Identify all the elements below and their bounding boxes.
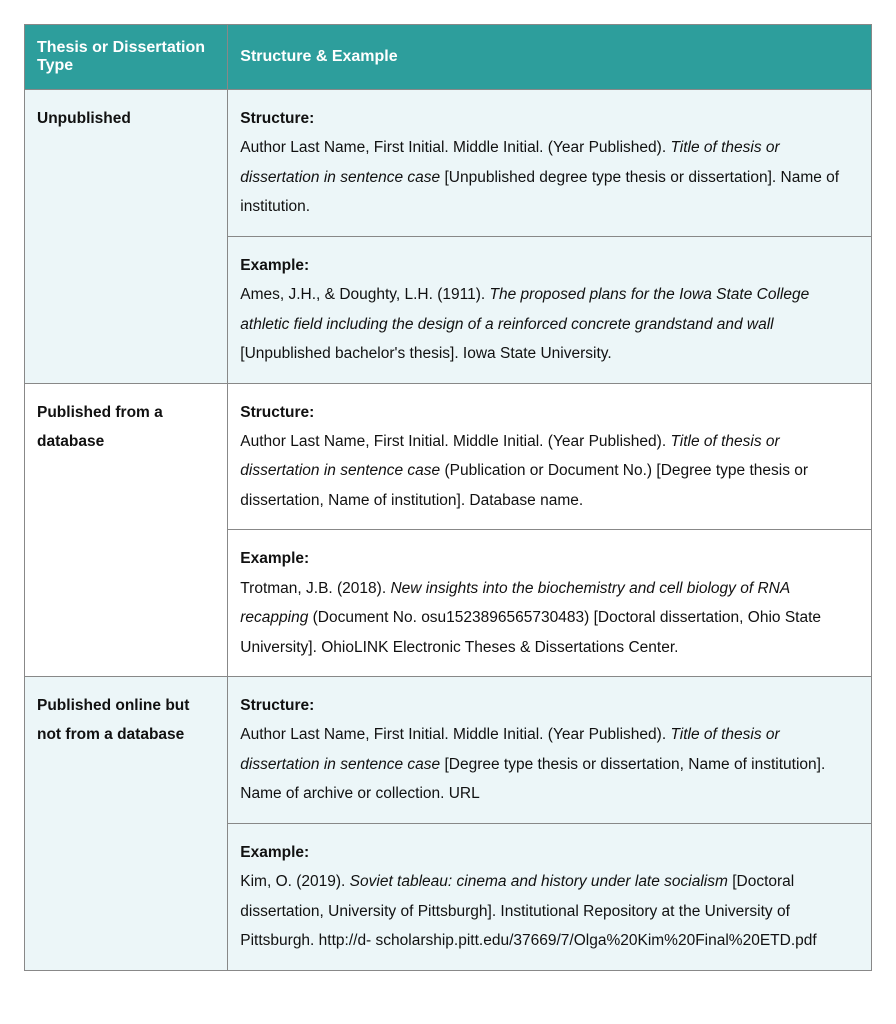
type-cell: Unpublished: [25, 90, 228, 384]
example-text-pre: Kim, O. (2019).: [240, 873, 349, 890]
structure-text-pre: Author Last Name, First Initial. Middle …: [240, 433, 670, 450]
structure-text-pre: Author Last Name, First Initial. Middle …: [240, 139, 670, 156]
example-cell: Example: Trotman, J.B. (2018). New insig…: [228, 530, 872, 677]
type-cell: Published from a database: [25, 383, 228, 677]
example-cell: Example: Ames, J.H., & Doughty, L.H. (19…: [228, 236, 872, 383]
type-cell: Published online but not from a database: [25, 677, 228, 971]
structure-label: Structure:: [240, 110, 314, 127]
example-text-pre: Trotman, J.B. (2018).: [240, 580, 390, 597]
example-cell: Example: Kim, O. (2019). Soviet tableau:…: [228, 823, 872, 970]
example-text-pre: Ames, J.H., & Doughty, L.H. (1911).: [240, 286, 489, 303]
structure-label: Structure:: [240, 697, 314, 714]
example-text-post: (Document No. osu1523896565730483) [Doct…: [240, 609, 821, 655]
structure-text-pre: Author Last Name, First Initial. Middle …: [240, 726, 670, 743]
structure-cell: Structure: Author Last Name, First Initi…: [228, 90, 872, 237]
header-col2: Structure & Example: [228, 25, 872, 90]
example-label: Example:: [240, 257, 309, 274]
header-col1: Thesis or Dissertation Type: [25, 25, 228, 90]
example-text-ital: Soviet tableau: cinema and history under…: [350, 873, 728, 890]
structure-cell: Structure: Author Last Name, First Initi…: [228, 383, 872, 530]
thesis-table: Thesis or Dissertation Type Structure & …: [24, 24, 872, 971]
example-label: Example:: [240, 844, 309, 861]
structure-label: Structure:: [240, 404, 314, 421]
example-text-post: [Unpublished bachelor's thesis]. Iowa St…: [240, 345, 611, 362]
structure-cell: Structure: Author Last Name, First Initi…: [228, 677, 872, 824]
example-label: Example:: [240, 550, 309, 567]
